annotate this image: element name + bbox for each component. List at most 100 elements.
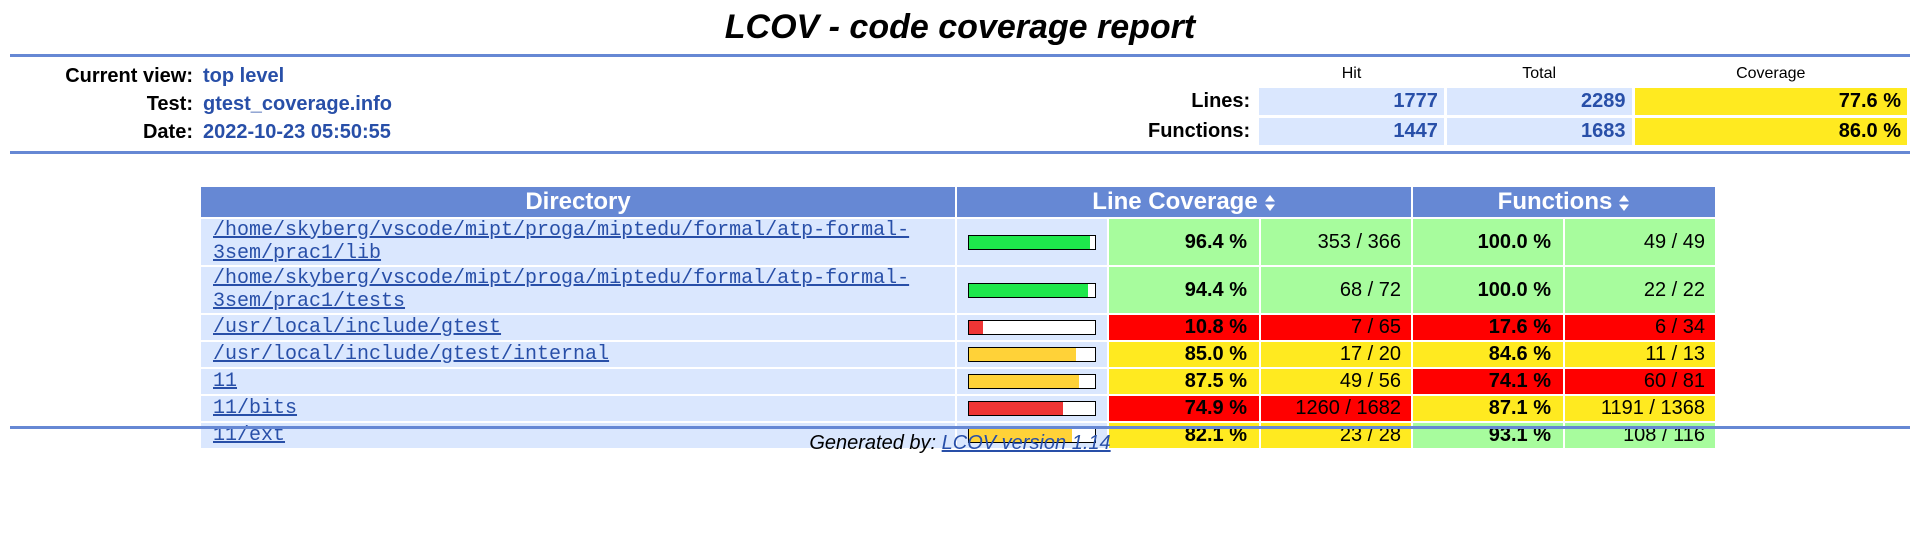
table-row: /home/skyberg/vscode/mipt/proga/miptedu/… — [201, 219, 1715, 265]
coverage-bar-cell — [957, 369, 1107, 394]
coverage-listing: Directory Line Coverage Functions /home/… — [199, 185, 1717, 450]
coverage-bar — [968, 374, 1096, 390]
functions-label: Functions: — [1147, 120, 1251, 142]
coverage-bar-fill — [969, 375, 1080, 389]
sort-icon[interactable] — [1618, 194, 1630, 212]
directory-cell: /home/skyberg/vscode/mipt/proga/miptedu/… — [201, 219, 955, 265]
directory-cell: /home/skyberg/vscode/mipt/proga/miptedu/… — [201, 267, 955, 313]
directory-link[interactable]: /home/skyberg/vscode/mipt/proga/miptedu/… — [213, 267, 910, 313]
coverage-bar — [968, 282, 1096, 298]
coverage-bar-cell — [957, 267, 1107, 313]
date-label: Date: — [142, 121, 193, 143]
function-coverage-count: 11 / 13 — [1565, 342, 1715, 367]
function-coverage-count: 60 / 81 — [1565, 369, 1715, 394]
directory-cell: /usr/local/include/gtest/internal — [201, 342, 955, 367]
function-coverage-count: 6 / 34 — [1565, 315, 1715, 340]
function-coverage-count: 1191 / 1368 — [1565, 396, 1715, 421]
line-coverage-count: 1260 / 1682 — [1261, 396, 1411, 421]
table-row: 11 87.5 % 49 / 56 74.1 % 60 / 81 — [201, 369, 1715, 394]
report-info: Current view: top level Test: gtest_covera… — [10, 62, 392, 146]
directory-link[interactable]: /home/skyberg/vscode/mipt/proga/miptedu/… — [213, 219, 910, 265]
coverage-bar — [968, 401, 1096, 417]
functions-summary-row: Functions: 1447 1683 86.0 % — [1123, 118, 1907, 145]
test-value: gtest_coverage.info — [203, 93, 392, 115]
coverage-bar-fill — [969, 235, 1091, 249]
footer-rule — [10, 426, 1910, 429]
line-coverage-count: 353 / 366 — [1261, 219, 1411, 265]
coverage-bar-fill — [969, 429, 1073, 443]
line-coverage-count: 49 / 56 — [1261, 369, 1411, 394]
coverage-bar — [968, 320, 1096, 336]
functions-total: 1683 — [1446, 118, 1632, 145]
total-column-header: Total — [1522, 65, 1557, 82]
page-title: LCOV - code coverage report — [724, 8, 1196, 46]
directory-header-label: Directory — [525, 188, 631, 215]
table-row: /usr/local/include/gtest/internal 85.0 % 1… — [201, 342, 1715, 367]
line-coverage-header-label: Line Coverage — [1092, 188, 1258, 215]
lines-hit: 1777 — [1259, 88, 1444, 115]
summary-empty-header — [1123, 63, 1256, 85]
coverage-bar-cell — [957, 342, 1107, 367]
coverage-column-header: Coverage — [1736, 65, 1806, 82]
summary-stats: Hit Total Coverage Lines: 1777 2289 77.6… — [1120, 60, 1910, 148]
date-row: Date: 2022-10-23 05:50:55 — [10, 118, 392, 146]
hit-column-header: Hit — [1341, 65, 1362, 82]
date-value: 2022-10-23 05:50:55 — [203, 121, 391, 143]
table-row: 11/bits 74.9 % 1260 / 1682 87.1 % 1191 / 136… — [201, 396, 1715, 421]
table-row: /home/skyberg/vscode/mipt/proga/miptedu/… — [201, 267, 1715, 313]
line-coverage-percent: 87.5 % — [1109, 369, 1259, 394]
header-top-rule — [10, 54, 1910, 57]
current-view-label: Current view: — [65, 65, 193, 87]
coverage-bar-fill — [969, 283, 1088, 297]
lines-summary-row: Lines: 1777 2289 77.6 % — [1123, 88, 1907, 115]
function-coverage-count: 49 / 49 — [1565, 219, 1715, 265]
directory-cell: 11 — [201, 369, 955, 394]
function-coverage-percent: 100.0 % — [1413, 267, 1563, 313]
coverage-bar-fill — [969, 321, 983, 335]
footer: Generated by: LCOV version 1.14 — [0, 432, 1920, 455]
coverage-bar-cell — [957, 219, 1107, 265]
current-view-row: Current view: top level — [10, 62, 392, 90]
directory-column-header: Directory — [201, 187, 955, 217]
coverage-bar — [968, 234, 1096, 250]
directory-link[interactable]: /usr/local/include/gtest/internal — [213, 343, 610, 366]
line-coverage-count: 68 / 72 — [1261, 267, 1411, 313]
summary-header: Current view: top level Test: gtest_covera… — [10, 57, 1910, 151]
functions-hit: 1447 — [1259, 118, 1444, 145]
coverage-bar-cell — [957, 396, 1107, 421]
footer-prefix: Generated by: — [809, 432, 942, 454]
line-coverage-percent: 10.8 % — [1109, 315, 1259, 340]
line-coverage-percent: 94.4 % — [1109, 267, 1259, 313]
line-coverage-percent: 74.9 % — [1109, 396, 1259, 421]
line-coverage-count: 17 / 20 — [1261, 342, 1411, 367]
directory-link[interactable]: 11 — [213, 370, 238, 393]
coverage-bar-cell — [957, 315, 1107, 340]
functions-column-header[interactable]: Functions — [1413, 187, 1715, 217]
summary-table: Hit Total Coverage Lines: 1777 2289 77.6… — [1120, 60, 1910, 148]
line-coverage-column-header[interactable]: Line Coverage — [957, 187, 1411, 217]
coverage-bar-fill — [969, 348, 1077, 362]
test-row: Test: gtest_coverage.info — [10, 90, 392, 118]
line-coverage-percent: 85.0 % — [1109, 342, 1259, 367]
directory-cell: /usr/local/include/gtest — [201, 315, 955, 340]
coverage-bar — [968, 347, 1096, 363]
test-label: Test: — [146, 93, 193, 115]
function-coverage-percent: 87.1 % — [1413, 396, 1563, 421]
directory-link[interactable]: 11/ext — [213, 424, 286, 447]
line-coverage-percent: 96.4 % — [1109, 219, 1259, 265]
lines-coverage: 77.6 % — [1634, 88, 1907, 115]
lcov-version-link[interactable]: LCOV version 1.14 — [941, 432, 1111, 454]
functions-coverage: 86.0 % — [1634, 118, 1907, 145]
table-row: /usr/local/include/gtest 10.8 % 7 / 65 17.6… — [201, 315, 1715, 340]
functions-header-label: Functions — [1497, 188, 1613, 215]
function-coverage-percent: 100.0 % — [1413, 219, 1563, 265]
header-bottom-rule — [10, 151, 1910, 154]
directory-cell: 11/bits — [201, 396, 955, 421]
lines-label: Lines: — [1191, 90, 1251, 112]
directory-link[interactable]: /usr/local/include/gtest — [213, 316, 502, 339]
lines-total: 2289 — [1446, 88, 1632, 115]
sort-icon[interactable] — [1264, 194, 1276, 212]
function-coverage-percent: 74.1 % — [1413, 369, 1563, 394]
directory-table: Directory Line Coverage Functions /home/… — [199, 185, 1717, 450]
directory-link[interactable]: 11/bits — [213, 397, 298, 420]
